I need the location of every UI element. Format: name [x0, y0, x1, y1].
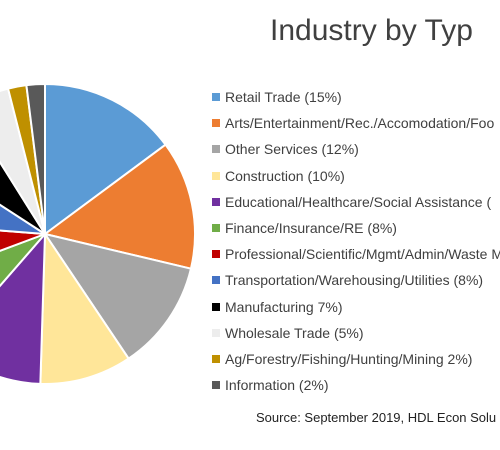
pie-slice-12: [25, 82, 46, 235]
legend-swatch: [212, 381, 220, 390]
legend-label: Educational/Healthcare/Social Assistance…: [225, 193, 492, 210]
legend-swatch: [212, 276, 220, 285]
legend-label: Wholesale Trade (5%): [225, 324, 364, 341]
legend-item: Wholesale Trade (5%): [212, 320, 500, 346]
legend-item: Educational/Healthcare/Social Assistance…: [212, 189, 500, 215]
pie-chart: [0, 82, 196, 385]
legend-swatch: [212, 197, 220, 206]
pie-slice-4: [39, 230, 130, 385]
legend-item: Construction (10%): [212, 163, 500, 189]
legend-swatch: [212, 145, 220, 154]
legend-item: Other Services (12%): [212, 136, 500, 162]
legend-label: Information (2%): [225, 377, 329, 394]
legend-swatch: [212, 119, 220, 128]
legend-item: Arts/Entertainment/Rec./Accomodation/Foo: [212, 110, 500, 136]
legend-item: Manufacturing 7%): [212, 294, 500, 320]
pie-slice-3: [42, 232, 193, 360]
legend-swatch: [212, 302, 220, 311]
legend: Retail Trade (15%) Arts/Entertainment/Rec…: [212, 84, 500, 398]
legend-swatch: [212, 171, 220, 180]
legend-swatch: [212, 224, 220, 233]
pie-slice-2: [42, 143, 196, 270]
legend-label: Professional/Scientific/Mgmt/Admin/Waste…: [225, 246, 500, 263]
pie-slice-5: [0, 231, 47, 385]
legend-label: Other Services (12%): [225, 141, 359, 158]
legend-label: Finance/Insurance/RE (8%): [225, 220, 397, 237]
chart-title: Industry by Typ: [270, 14, 473, 47]
legend-swatch: [212, 93, 220, 102]
legend-swatch: [212, 250, 220, 259]
legend-label: Retail Trade (15%): [225, 89, 342, 106]
legend-label: Construction (10%): [225, 167, 345, 184]
legend-item: Information (2%): [212, 372, 500, 398]
legend-swatch: [212, 354, 220, 363]
pie-slice-7: [0, 229, 46, 252]
pie-slice-1: [44, 82, 167, 236]
legend-item: Ag/Forestry/Fishing/Hunting/Mining 2%): [212, 346, 500, 372]
source-note: Source: September 2019, HDL Econ Solu: [256, 410, 497, 425]
legend-swatch: [212, 328, 220, 337]
legend-label: Arts/Entertainment/Rec./Accomodation/Foo: [225, 115, 495, 132]
legend-item: Transportation/Warehousing/Utilities (8%…: [212, 267, 500, 293]
legend-label: Manufacturing 7%): [225, 298, 343, 315]
legend-item: Professional/Scientific/Mgmt/Admin/Waste…: [212, 241, 500, 267]
legend-item: Retail Trade (15%): [212, 84, 500, 110]
legend-item: Finance/Insurance/RE (8%): [212, 215, 500, 241]
legend-label: Ag/Forestry/Fishing/Hunting/Mining 2%): [225, 350, 473, 367]
legend-label: Transportation/Warehousing/Utilities (8%…: [225, 272, 484, 289]
